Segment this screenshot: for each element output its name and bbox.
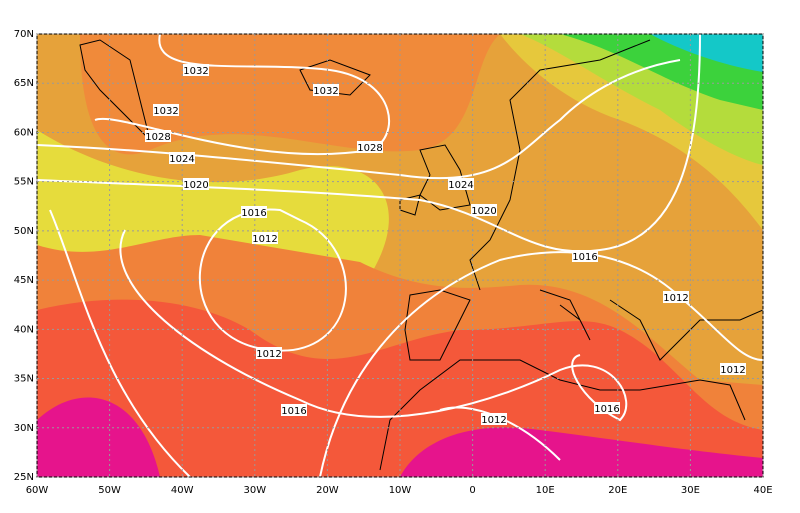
lon-label: 20E bbox=[608, 485, 627, 496]
contour-label: 1012 bbox=[252, 234, 277, 245]
contour-label-box bbox=[241, 206, 267, 218]
contour-label-box bbox=[252, 232, 278, 244]
lat-label: 50N bbox=[14, 226, 34, 237]
contour-label: 1016 bbox=[572, 252, 597, 263]
lon-label: 40W bbox=[171, 485, 194, 496]
contour-label: 1024 bbox=[169, 154, 194, 165]
lat-label: 35N bbox=[14, 374, 34, 385]
lat-label: 70N bbox=[14, 29, 34, 40]
contour-label-box bbox=[153, 104, 179, 116]
lat-label: 25N bbox=[14, 472, 34, 483]
contour-label: 1020 bbox=[471, 206, 496, 217]
contour-label-box bbox=[183, 178, 209, 190]
lon-label: 20W bbox=[316, 485, 339, 496]
contour-label: 1020 bbox=[183, 180, 208, 191]
contour-label-box bbox=[169, 152, 195, 164]
lat-label: 60N bbox=[14, 127, 34, 138]
contour-label-box bbox=[448, 178, 474, 190]
lon-label: 0 bbox=[469, 485, 475, 496]
contour-label-box bbox=[481, 413, 507, 425]
contour-label-box bbox=[471, 204, 497, 216]
contour-label-box bbox=[663, 291, 689, 303]
contour-label-box bbox=[183, 64, 209, 76]
contour-label-box bbox=[145, 130, 171, 142]
lat-label: 55N bbox=[14, 177, 34, 188]
lon-label: 10W bbox=[389, 485, 412, 496]
lat-label: 30N bbox=[14, 423, 34, 434]
contour-label: 1016 bbox=[594, 404, 619, 415]
contour-label: 1012 bbox=[481, 415, 506, 426]
contour-label-box bbox=[313, 84, 339, 96]
contour-label-box bbox=[281, 404, 307, 416]
contour-label: 1032 bbox=[313, 86, 338, 97]
contour-label-box bbox=[357, 141, 383, 153]
lon-label: 50W bbox=[98, 485, 121, 496]
lat-label: 45N bbox=[14, 275, 34, 286]
lat-label: 40N bbox=[14, 324, 34, 335]
contour-label-box bbox=[256, 347, 282, 359]
lon-label: 60W bbox=[26, 485, 49, 496]
lon-label: 40E bbox=[753, 485, 772, 496]
lon-label: 30E bbox=[681, 485, 700, 496]
contour-label: 1032 bbox=[183, 66, 208, 77]
lon-label: 10E bbox=[536, 485, 555, 496]
contour-label: 1024 bbox=[448, 180, 473, 191]
contour-label: 1012 bbox=[256, 349, 281, 360]
contour-label-box bbox=[720, 363, 746, 375]
contour-label: 1016 bbox=[241, 208, 266, 219]
contour-label-box bbox=[572, 250, 598, 262]
contour-label-box bbox=[594, 402, 620, 414]
contour-label: 1012 bbox=[720, 365, 745, 376]
lon-label: 30W bbox=[243, 485, 266, 496]
coastlines bbox=[79, 39, 763, 471]
contour-label: 1028 bbox=[357, 143, 382, 154]
contour-label: 1012 bbox=[663, 293, 688, 304]
contour-label: 1028 bbox=[145, 132, 170, 143]
lat-label: 65N bbox=[14, 78, 34, 89]
contour-label: 1016 bbox=[281, 406, 306, 417]
contour-label: 1032 bbox=[153, 106, 178, 117]
